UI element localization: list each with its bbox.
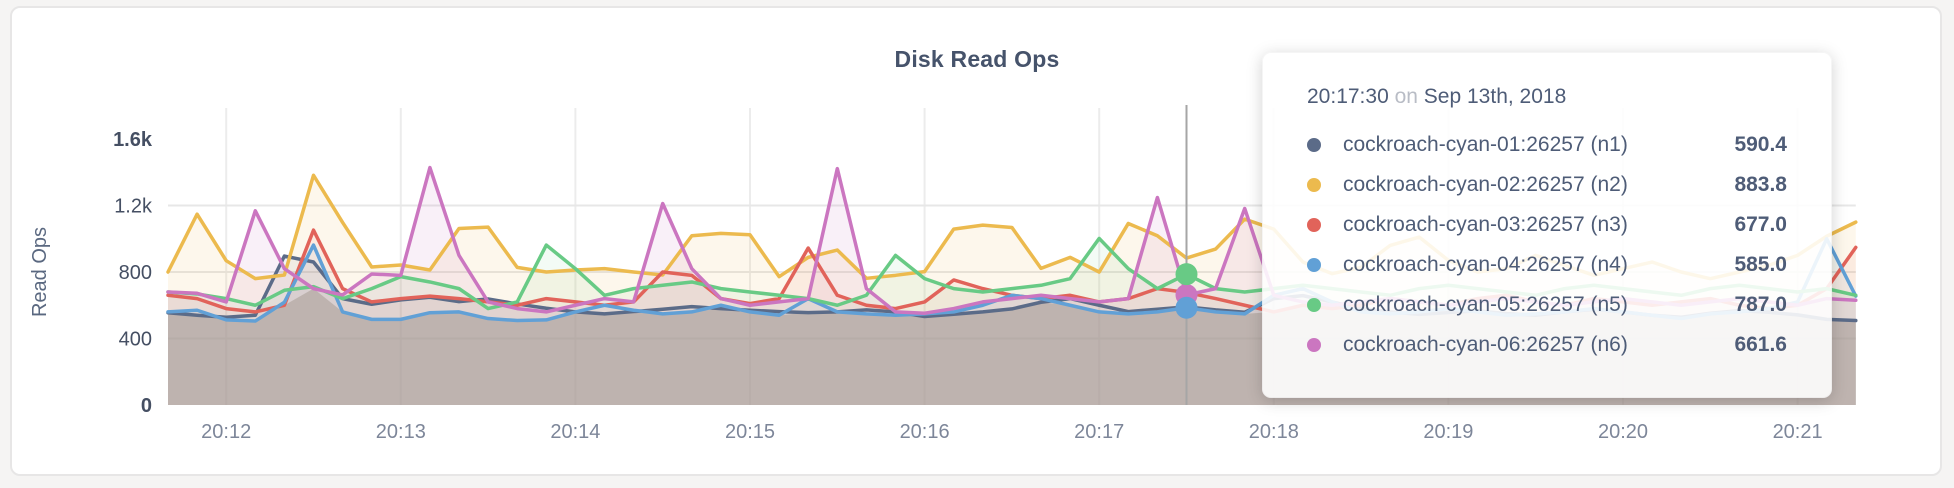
- x-tick-label: 20:14: [550, 421, 600, 443]
- series-dot-icon: [1307, 258, 1321, 272]
- tooltip-series-label: cockroach-cyan-04:26257 (n4): [1343, 253, 1628, 276]
- tooltip-series-label: cockroach-cyan-02:26257 (n2): [1343, 173, 1628, 196]
- tooltip-series-label: cockroach-cyan-05:26257 (n5): [1343, 293, 1628, 316]
- tooltip-series-label: cockroach-cyan-01:26257 (n1): [1343, 133, 1628, 156]
- y-axis-title: Read Ops: [29, 227, 51, 317]
- x-tick-label: 20:18: [1249, 421, 1299, 443]
- series-dot-icon: [1307, 218, 1321, 232]
- tooltip-conjunction: on: [1394, 85, 1418, 108]
- tooltip-series-value: 585.0: [1734, 253, 1787, 276]
- y-tick-label: 0: [141, 395, 152, 417]
- tooltip-row: cockroach-cyan-04:26257 (n4) 585.0: [1307, 245, 1787, 285]
- tooltip-time: 20:17:30: [1307, 85, 1389, 108]
- x-tick-label: 20:21: [1773, 421, 1823, 443]
- tooltip-header: 20:17:30 on Sep 13th, 2018: [1307, 83, 1787, 111]
- tooltip-row: cockroach-cyan-01:26257 (n1) 590.4: [1307, 125, 1787, 165]
- x-tick-label: 20:20: [1598, 421, 1648, 443]
- x-tick-label: 20:15: [725, 421, 775, 443]
- series-dot-icon: [1307, 178, 1321, 192]
- y-tick-label: 800: [119, 262, 152, 284]
- x-tick-label: 20:13: [376, 421, 426, 443]
- tooltip-series-label: cockroach-cyan-03:26257 (n3): [1343, 213, 1628, 236]
- tooltip-row: cockroach-cyan-05:26257 (n5) 787.0: [1307, 285, 1787, 325]
- tooltip-row: cockroach-cyan-02:26257 (n2) 883.8: [1307, 165, 1787, 205]
- tooltip-series-value: 787.0: [1734, 293, 1787, 316]
- tooltip-series-value: 677.0: [1734, 213, 1787, 236]
- series-dot-icon: [1307, 138, 1321, 152]
- tooltip-date: Sep 13th, 2018: [1423, 85, 1567, 108]
- x-tick-label: 20:16: [900, 421, 950, 443]
- series-dot-icon: [1307, 298, 1321, 312]
- x-tick-label: 20:12: [201, 421, 251, 443]
- y-tick-label: 400: [119, 329, 152, 351]
- hover-tooltip: 20:17:30 on Sep 13th, 2018 cockroach-cya…: [1262, 52, 1832, 398]
- hover-dot-n4: [1175, 296, 1198, 319]
- hover-dot-n5: [1175, 263, 1198, 286]
- tooltip-row: cockroach-cyan-06:26257 (n6) 661.6: [1307, 325, 1787, 365]
- tooltip-row: cockroach-cyan-03:26257 (n3) 677.0: [1307, 205, 1787, 245]
- tooltip-series-value: 590.4: [1734, 133, 1787, 156]
- x-tick-label: 20:19: [1423, 421, 1473, 443]
- x-tick-label: 20:17: [1074, 421, 1124, 443]
- chart-title: Disk Read Ops: [894, 46, 1060, 72]
- series-dot-icon: [1307, 338, 1321, 352]
- tooltip-series-value: 883.8: [1734, 173, 1787, 196]
- tooltip-series-label: cockroach-cyan-06:26257 (n6): [1343, 333, 1628, 356]
- tooltip-series-value: 661.6: [1734, 333, 1787, 356]
- y-tick-label: 1.2k: [114, 196, 153, 218]
- y-tick-label: 1.6k: [113, 129, 153, 151]
